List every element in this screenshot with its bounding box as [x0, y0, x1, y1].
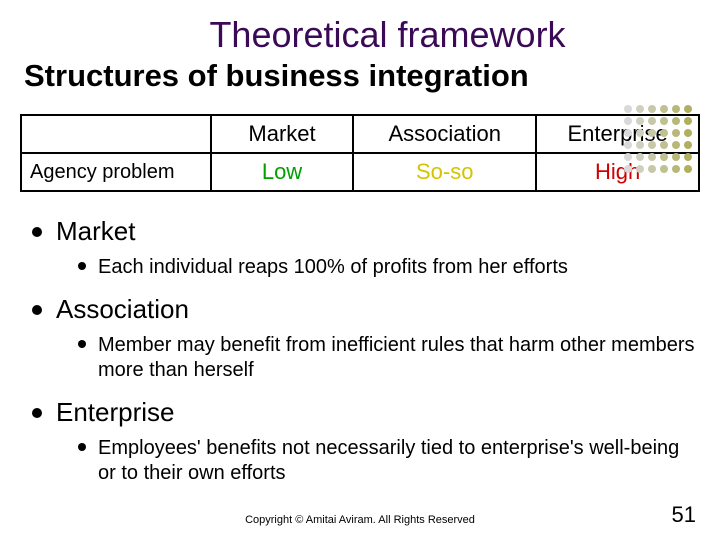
slide-subtitle: Structures of business integration: [24, 58, 700, 94]
copyright-text: Copyright © Amitai Aviram. All Rights Re…: [0, 514, 720, 526]
table-cell-soso: So-so: [353, 153, 536, 191]
table-header-row: Market Association Enterprise: [21, 115, 699, 153]
section-heading: Market: [32, 216, 700, 247]
bullet-icon: [78, 262, 86, 270]
sections-list: Market Each individual reaps 100% of pro…: [32, 216, 700, 486]
table-cell-low: Low: [211, 153, 353, 191]
table-col-header: Market: [211, 115, 353, 153]
section-heading: Enterprise: [32, 397, 700, 428]
table-row-label: Agency problem: [21, 153, 211, 191]
list-item: Each individual reaps 100% of profits fr…: [78, 255, 700, 280]
section-heading: Association: [32, 294, 700, 325]
table-col-header: Association: [353, 115, 536, 153]
section-heading-text: Market: [56, 216, 135, 247]
comparison-table: Market Association Enterprise Agency pro…: [20, 114, 700, 192]
table-corner-cell: [21, 115, 211, 153]
section-heading-text: Enterprise: [56, 397, 175, 428]
section-enterprise: Enterprise Employees' benefits not neces…: [32, 397, 700, 486]
bullet-icon: [32, 305, 42, 315]
bullet-icon: [32, 408, 42, 418]
list-item-text: Member may benefit from inefficient rule…: [98, 333, 700, 383]
page-number: 51: [672, 502, 696, 528]
list-item-text: Employees' benefits not necessarily tied…: [98, 436, 700, 486]
slide-title: Theoretical framework: [75, 14, 700, 56]
table-row: Agency problem Low So-so High: [21, 153, 699, 191]
section-heading-text: Association: [56, 294, 189, 325]
list-item: Member may benefit from inefficient rule…: [78, 333, 700, 383]
bullet-icon: [78, 340, 86, 348]
bullet-icon: [32, 227, 42, 237]
bullet-icon: [78, 443, 86, 451]
list-item-text: Each individual reaps 100% of profits fr…: [98, 255, 568, 280]
section-market: Market Each individual reaps 100% of pro…: [32, 216, 700, 280]
decorative-dots: [624, 105, 694, 175]
section-association: Association Member may benefit from inef…: [32, 294, 700, 383]
list-item: Employees' benefits not necessarily tied…: [78, 436, 700, 486]
